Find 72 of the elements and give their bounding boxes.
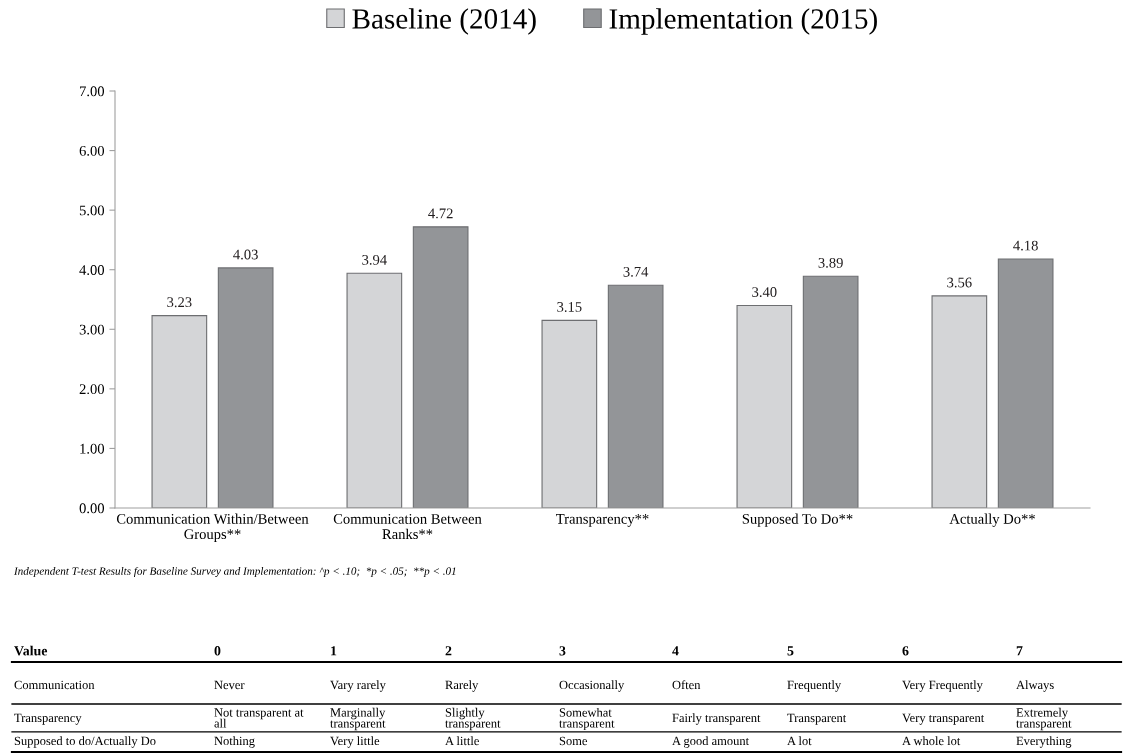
legend-label: Implementation (2015) [609, 8, 877, 35]
text: Extremely transparent [1016, 707, 1072, 731]
data-label: 3.23 [167, 297, 192, 308]
data-label: 4.18 [1013, 240, 1038, 251]
x-tick-label: Actually Do** [949, 513, 1035, 527]
data-label: 3.89 [818, 257, 843, 268]
text: Fairly transparent [672, 713, 761, 725]
text: A good amount [672, 736, 750, 748]
bar [412, 226, 469, 508]
data-label: 3.40 [752, 287, 777, 297]
text: Very transparent [902, 713, 985, 725]
text: Somewhat transparent [559, 707, 615, 731]
text: Not transparent at all [214, 708, 304, 728]
text: 2 [445, 646, 452, 656]
text: Very Frequently [902, 680, 983, 692]
text: Rarely [445, 680, 479, 692]
text: Value [14, 645, 48, 656]
data-label: 3.15 [557, 302, 582, 312]
text: Nothing [214, 736, 255, 748]
bar [151, 315, 208, 508]
y-tick-label: 4.00 [79, 265, 105, 275]
text: 1 [331, 646, 337, 656]
text: Frequently [787, 680, 842, 692]
x-tick-label: Communication Within/Between Groups** [116, 513, 309, 543]
text: Often [672, 680, 701, 690]
text: 4 [672, 646, 679, 656]
text: 3 [559, 646, 566, 656]
text: Everything [1016, 736, 1072, 748]
data-label: 3.94 [362, 254, 387, 265]
data-label: 4.03 [233, 249, 258, 260]
text: Slightly transparent [445, 707, 501, 731]
text: A little [445, 736, 479, 746]
bar [802, 275, 859, 508]
text: 0 [214, 646, 221, 656]
x-tick-label: Transparency** [556, 514, 649, 527]
y-tick-label: 0.00 [79, 503, 105, 514]
text: 7 [1016, 646, 1023, 656]
text: Independent T-test Results for Baseline Survey and Implementation: ^p < .10; *p < .05; **p < .01 [13, 566, 456, 578]
text: Some [559, 736, 588, 746]
text: 5 [787, 646, 794, 656]
text: Occasionally [559, 680, 625, 692]
text: Very little [330, 736, 380, 748]
text: A lot [787, 736, 812, 746]
bar [217, 267, 274, 508]
text: Vary rarely [330, 680, 386, 692]
x-tick-label: Communication Between Ranks** [333, 514, 482, 540]
bar [736, 304, 793, 508]
text: 6 [902, 646, 909, 656]
text: Never [214, 680, 245, 690]
text: Transparency [14, 713, 82, 725]
data-label: 3.74 [623, 266, 649, 277]
y-tick-label: 6.00 [79, 145, 105, 156]
data-label: 3.56 [947, 277, 972, 288]
text: Always [1016, 680, 1054, 692]
y-tick-label: 3.00 [79, 324, 105, 335]
text: Marginally transparent [330, 707, 386, 731]
y-tick-label: 7.00 [80, 86, 105, 97]
y-tick-label: 2.00 [79, 384, 105, 395]
bar [541, 319, 598, 508]
bar [346, 272, 403, 508]
y-tick-label: 5.00 [79, 205, 105, 216]
y-tick-label: 1.00 [80, 443, 105, 454]
text: Supposed to do/Actually Do [14, 736, 156, 748]
bar [607, 284, 664, 508]
legend-label: Baseline (2014) [352, 8, 536, 35]
text: Transparent [787, 713, 847, 725]
data-label: 4.72 [428, 208, 453, 219]
text: Communication [14, 680, 95, 690]
x-tick-label: Supposed To Do** [742, 513, 853, 527]
bar [997, 258, 1054, 508]
text: A whole lot [902, 736, 961, 746]
bar [931, 295, 988, 508]
